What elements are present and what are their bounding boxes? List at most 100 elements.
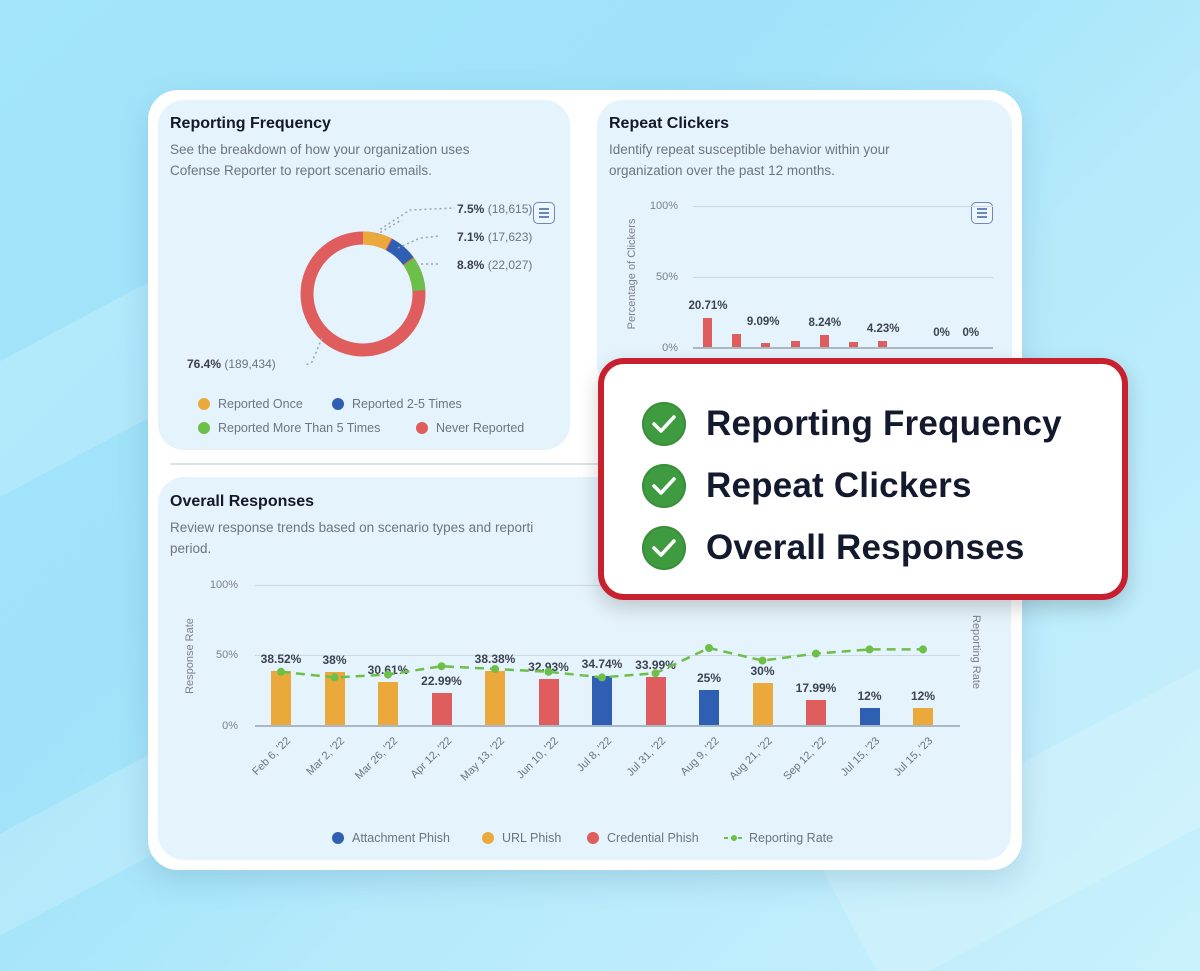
gridline [255, 655, 960, 656]
reporting-rate-point[interactable] [865, 645, 874, 654]
reporting-frequency-title: Reporting Frequency [170, 115, 331, 132]
legend-dot [416, 422, 428, 434]
legend-credential-phish[interactable]: Credential Phish [587, 831, 699, 845]
legend-reported-once[interactable]: Reported Once [198, 397, 303, 411]
bar-value-label: 33.99% [635, 658, 676, 673]
legend-url-phish[interactable]: URL Phish [482, 831, 561, 845]
bar-value-label: 38% [322, 652, 347, 667]
response-bar[interactable] [485, 671, 505, 725]
legend-reported-2-5[interactable]: Reported 2-5 Times [332, 397, 462, 411]
repeat-clickers-bar[interactable] [732, 334, 742, 347]
reporting-rate-point[interactable] [598, 673, 606, 682]
repeat-clickers-bar[interactable] [703, 317, 712, 347]
reporting-frequency-donut [300, 220, 441, 367]
ytick: 50% [655, 271, 678, 283]
ytick: 0% [222, 720, 238, 732]
hamburger-menu-icon [977, 208, 987, 210]
legend-reporting-rate[interactable]: Reporting Rate [724, 831, 833, 845]
response-bar[interactable] [378, 682, 398, 725]
reporting-rate-point[interactable] [651, 669, 660, 678]
repeat-clickers-bar[interactable] [878, 341, 888, 347]
reporting-frequency-menu-button[interactable] [533, 202, 555, 224]
repeat-clickers-desc: Identify repeat susceptible behavior wit… [609, 142, 890, 178]
reporting-rate-point[interactable] [437, 662, 446, 671]
reporting-rate-point[interactable] [384, 670, 392, 679]
reporting-rate-point[interactable] [919, 645, 927, 654]
response-bar[interactable] [752, 683, 773, 725]
bar-value-label: 9.09% [746, 316, 780, 329]
bar-value-label: 8.24% [808, 317, 842, 330]
legend-dot [198, 422, 210, 434]
reported-once-slice[interactable] [300, 231, 426, 357]
feature-callout: Reporting Frequency Repeat Clickers Over… [598, 358, 1128, 600]
legend-dot [482, 832, 494, 844]
overall-responses-title: Overall Responses [170, 493, 315, 510]
reporting-rate-point[interactable] [277, 667, 285, 676]
bar-value-label: 12% [857, 689, 882, 704]
callout-item-reporting-frequency: Reporting Frequency [642, 402, 1062, 446]
response-bar[interactable] [324, 671, 345, 725]
repeat-clickers-bar[interactable] [849, 342, 858, 347]
callout-item-overall-responses: Overall Responses [642, 526, 1025, 570]
reporting-frequency-card [158, 100, 570, 450]
reporting-rate-point[interactable] [812, 649, 820, 658]
leader-line [377, 207, 456, 230]
bar-value-label: 25% [696, 671, 722, 685]
repeat-clickers-bar[interactable] [819, 335, 829, 347]
x-axis-line [255, 725, 960, 727]
reporting-rate-point[interactable] [705, 644, 713, 652]
check-circle-icon [642, 464, 686, 508]
bar-value-label: 17.99% [795, 680, 837, 695]
legend-never-reported[interactable]: Never Reported [416, 421, 524, 435]
bar-value-label: 12% [910, 689, 936, 704]
bar-value-label: 22.99% [421, 673, 462, 688]
response-bar[interactable] [699, 690, 719, 725]
response-bar[interactable] [645, 677, 666, 725]
line-marker-icon [724, 835, 744, 841]
gridline [693, 206, 993, 207]
ytick: 0% [662, 342, 678, 354]
ytick: 100% [209, 579, 238, 591]
bar-value-label: 0% [962, 327, 980, 339]
x-axis-line [693, 347, 993, 349]
pie-label-reported-more-5: 8.8% (22,027) [457, 258, 533, 272]
reporting-rate-point[interactable] [330, 673, 339, 682]
legend-dot [198, 398, 210, 410]
pie-label-reported-2-5: 7.1% (17,623) [457, 230, 533, 244]
section-divider [170, 463, 1010, 465]
bar-value-label: 30.61% [367, 663, 409, 678]
legend-dot [587, 832, 599, 844]
response-bar[interactable] [859, 708, 880, 725]
repeat-clickers-bar[interactable] [761, 343, 771, 347]
bar-value-label: 34.74% [581, 657, 623, 672]
legend-reported-more-5[interactable]: Reported More Than 5 Times [198, 421, 380, 435]
legend-attachment-phish[interactable]: Attachment Phish [332, 831, 450, 845]
overall-responses-desc: Review response trends based on scenario… [170, 520, 534, 556]
bar-value-label: 38.52% [260, 652, 302, 667]
repeat-clickers-card [597, 100, 1012, 390]
response-bar[interactable] [271, 671, 291, 725]
pie-label-reported-once: 7.5% (18,615) [457, 202, 533, 216]
response-bar[interactable] [431, 692, 452, 725]
repeat-clickers-bar[interactable] [790, 340, 800, 347]
repeat-clickers-menu-button[interactable] [971, 202, 993, 224]
reporting-rate-point[interactable] [544, 667, 553, 676]
ytick: 50% [215, 649, 238, 661]
response-bar[interactable] [538, 678, 559, 725]
repeat-clickers-title: Repeat Clickers [609, 115, 730, 132]
bar-value-label: 38.38% [474, 652, 516, 667]
hamburger-menu-icon [539, 208, 549, 210]
ytick: 100% [649, 200, 678, 212]
response-bar[interactable] [913, 708, 933, 725]
check-circle-icon [642, 526, 686, 570]
reporting-rate-point[interactable] [758, 656, 767, 665]
reporting-rate-point[interactable] [491, 665, 499, 673]
pie-label-never-reported: 76.4% (189,434) [187, 357, 276, 371]
response-bar[interactable] [592, 676, 612, 725]
response-bar[interactable] [806, 699, 826, 725]
reporting-frequency-desc: See the breakdown of how your organizati… [170, 142, 470, 178]
legend-dot [332, 832, 344, 844]
bar-value-label: 0% [933, 327, 950, 339]
callout-item-repeat-clickers: Repeat Clickers [642, 464, 972, 508]
